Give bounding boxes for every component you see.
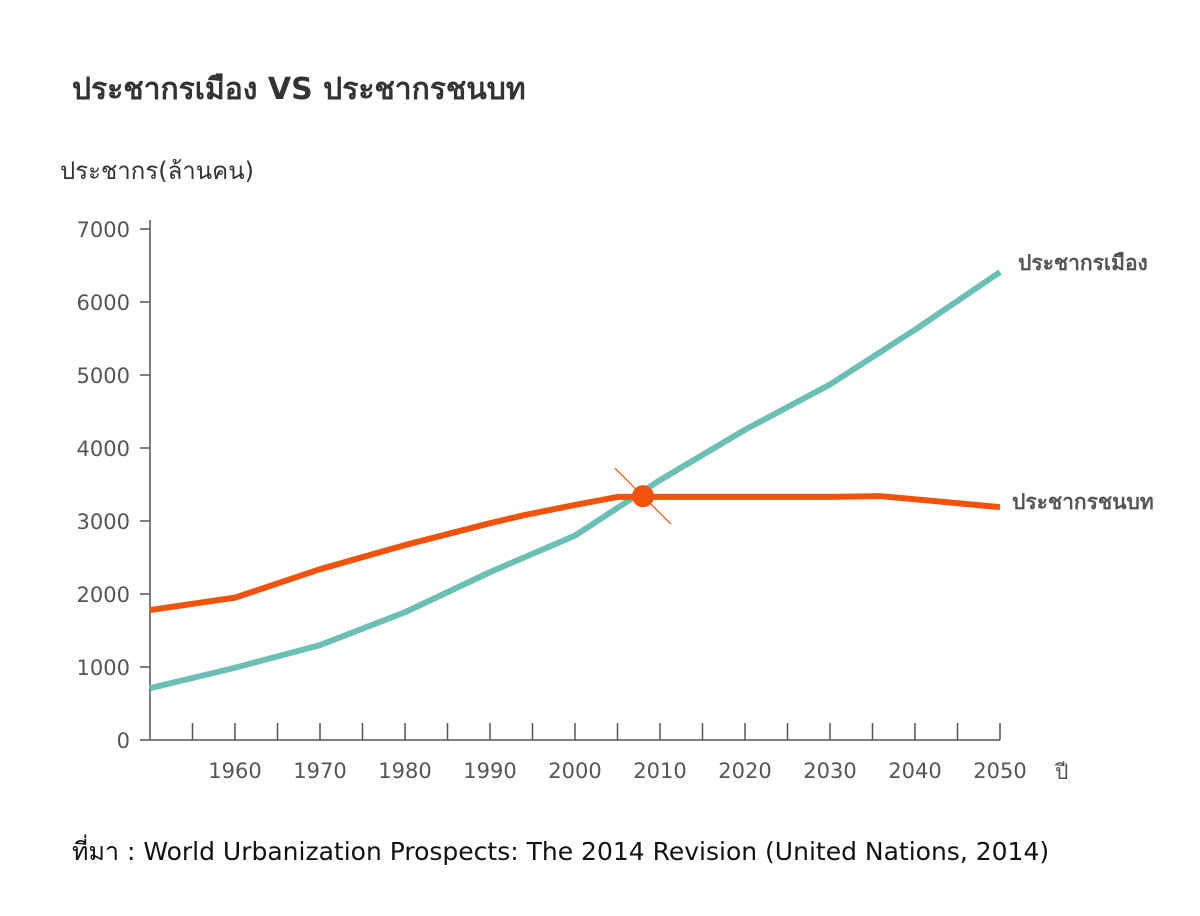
y-tick-label: 7000 xyxy=(77,218,130,242)
x-tick-label: 2020 xyxy=(718,759,771,783)
x-tick-label: 1980 xyxy=(378,759,431,783)
x-axis-label: ปี xyxy=(1054,760,1068,784)
x-tick-label: 2000 xyxy=(548,759,601,783)
x-tick-label: 2050 xyxy=(973,759,1026,783)
chart-title: ประชากรเมือง VS ประชากรชนบท xyxy=(72,72,526,107)
x-tick-label: 1990 xyxy=(463,759,516,783)
crossover-marker xyxy=(632,485,654,508)
y-tick-label: 3000 xyxy=(77,510,130,534)
x-tick-label: 1970 xyxy=(293,759,346,783)
x-tick-label: 1960 xyxy=(208,759,261,783)
x-tick-label: 2030 xyxy=(803,759,856,783)
series-label-rural: ประชากรชนบท xyxy=(1012,490,1154,514)
x-tick-label: 2010 xyxy=(633,759,686,783)
y-tick-label: 4000 xyxy=(77,437,130,461)
source-note: ที่มา : World Urbanization Prospects: Th… xyxy=(72,834,1049,866)
y-tick-label: 0 xyxy=(117,729,130,753)
y-tick-label: 6000 xyxy=(77,291,130,315)
y-tick-label: 5000 xyxy=(77,364,130,388)
series-label-urban: ประชากรเมือง xyxy=(1018,251,1148,275)
y-tick-label: 1000 xyxy=(77,656,130,680)
y-tick-label: 2000 xyxy=(77,583,130,607)
series-group xyxy=(149,269,1002,692)
rural-population-line xyxy=(149,493,1001,614)
axes: 0 1000 2000 3000 4000 5000 6000 7000 1960 1970 198… xyxy=(77,218,1027,783)
urban-population-line xyxy=(149,269,1002,692)
x-tick-label: 2040 xyxy=(888,759,941,783)
series-labels: ประชากรเมือง ประชากรชนบท xyxy=(1012,251,1154,514)
y-axis-label: ประชากร(ล้านคน) xyxy=(60,157,254,185)
